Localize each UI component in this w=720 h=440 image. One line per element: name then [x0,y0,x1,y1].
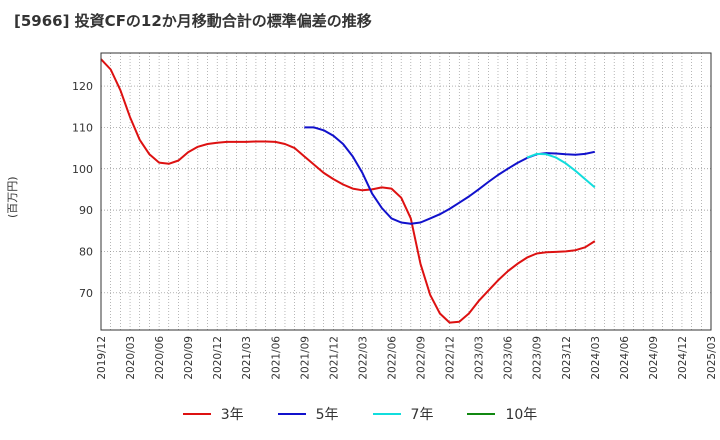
legend-label: 5年 [315,407,339,423]
y-tick-label: 80 [79,245,93,258]
x-tick-label: 2020/12 [212,336,224,380]
legend-label: 3年 [220,407,244,423]
x-tick-label: 2020/09 [183,336,195,380]
legend-swatch [182,413,211,415]
y-tick-label: 120 [72,80,93,93]
x-tick-label: 2020/03 [125,336,137,380]
legend-swatch [372,413,401,415]
legend-label: 7年 [410,407,434,423]
x-tick-label: 2022/03 [357,336,369,380]
legend-item: 3年 [182,404,244,424]
y-tick-label: 110 [72,121,93,134]
legend-swatch [277,413,306,415]
x-tick-label: 2025/03 [706,336,718,380]
x-tick-label: 2022/09 [416,336,428,380]
legend-item: 5年 [277,404,339,424]
x-tick-label: 2021/12 [328,336,340,380]
grid [101,53,711,330]
x-tick-label: 2020/06 [154,336,166,380]
chart-title: [5966] 投資CFの12か月移動合計の標準偏差の推移 [14,12,372,30]
legend-swatch [467,413,496,415]
x-tick-label: 2024/12 [677,336,689,380]
x-tick-label: 2024/09 [648,336,660,380]
x-tick-label: 2021/06 [270,336,282,380]
series-lines [100,58,596,324]
x-tick-label: 2024/03 [590,336,602,380]
x-tick-label: 2023/12 [561,336,573,380]
plot-border [100,52,712,331]
x-tick-label: 2022/06 [386,336,398,380]
y-tick-labels: 70 80 90 100 110 120 [72,80,93,300]
x-tick-label: 2019/12 [96,336,108,380]
x-tick-label: 2023/03 [474,336,486,380]
x-tick-label: 2021/09 [299,336,311,380]
series-line-5年 [304,126,596,225]
y-tick-label: 70 [79,287,93,300]
x-tick-label: 2021/03 [241,336,253,380]
legend-item: 7年 [372,404,434,424]
x-tick-label: 2024/06 [619,336,631,380]
y-tick-label: 100 [72,163,93,176]
legend: 3年 5年 7年 10年 [0,404,720,424]
x-tick-labels: 2019/12 2020/03 2020/06 2020/09 2020/12 2021/… [96,336,718,380]
legend-item: 10年 [467,404,537,424]
series-line-3年 [100,58,596,324]
x-tick-label: 2023/06 [503,336,515,380]
x-tick-label: 2023/09 [532,336,544,380]
legend-label: 10年 [505,407,538,423]
plot-area [101,53,711,330]
x-tick-label: 2022/12 [445,336,457,380]
y-tick-label: 90 [79,204,93,217]
series-line-7年 [526,152,596,189]
